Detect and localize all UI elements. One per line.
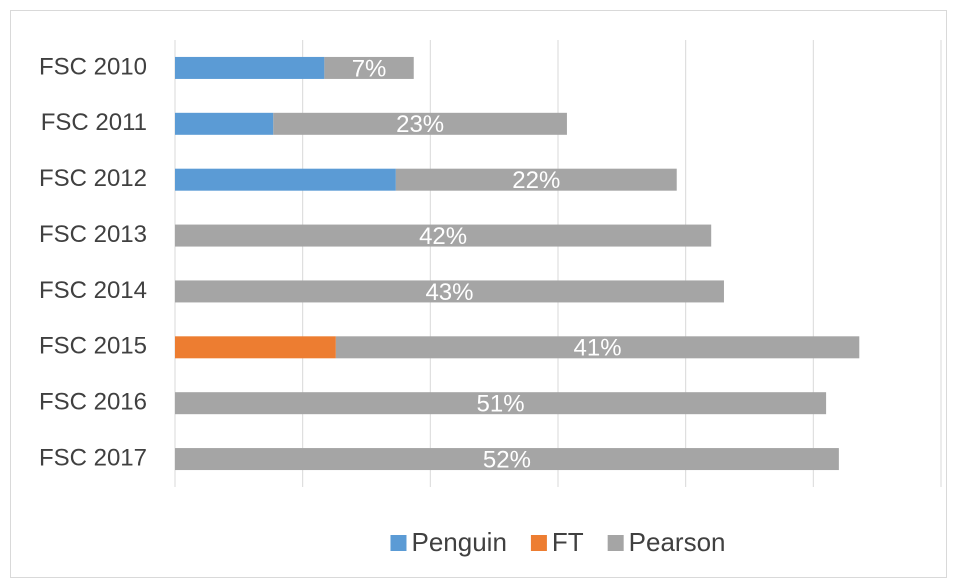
y-tick-label: FSC 2015	[39, 333, 147, 360]
bar-segment	[175, 392, 827, 415]
bar-segment	[273, 112, 567, 135]
bar-segment	[175, 448, 839, 471]
bar-segment	[175, 112, 274, 135]
y-tick-label: FSC 2016	[39, 389, 147, 416]
legend: Penguin FT Pearson	[390, 527, 726, 557]
data-label: 52%	[483, 446, 531, 473]
data-label: 23%	[396, 111, 444, 138]
y-tick-label: FSC 2014	[39, 277, 147, 304]
data-label: 41%	[574, 335, 622, 362]
data-label: 51%	[477, 391, 525, 418]
legend-swatch	[607, 535, 624, 551]
bar-segment	[175, 224, 712, 247]
data-label: 7%	[352, 55, 387, 82]
bar-segment	[175, 56, 325, 79]
data-label: 42%	[419, 223, 467, 250]
bar-segment	[175, 336, 336, 359]
bar-segment	[175, 168, 396, 191]
legend-label: FT	[552, 527, 584, 557]
y-tick-label: FSC 2012	[39, 165, 147, 192]
bar-segment	[395, 168, 677, 191]
data-label: 22%	[512, 167, 560, 194]
bar-segment	[175, 280, 724, 303]
bar-segment	[335, 336, 860, 359]
y-tick-label: FSC 2011	[41, 109, 147, 136]
y-tick-label: FSC 2013	[39, 221, 147, 248]
y-tick-label: FSC 2017	[39, 444, 147, 471]
data-label: 43%	[425, 279, 473, 306]
legend-label: Pearson	[629, 527, 726, 557]
bar-segment	[324, 56, 414, 79]
y-tick-label: FSC 2010	[39, 53, 147, 80]
legend-swatch	[390, 535, 407, 551]
legend-swatch	[530, 535, 547, 551]
legend-label: Penguin	[411, 527, 506, 557]
